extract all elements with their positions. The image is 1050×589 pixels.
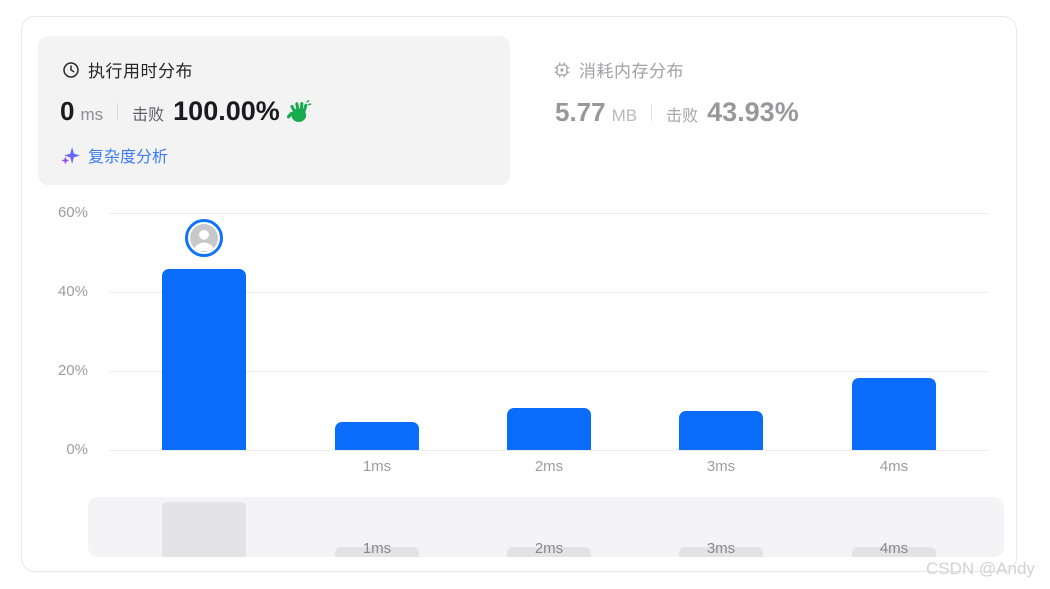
runtime-distribution-card[interactable]: 执行用时分布 0 ms 击败 100.00%	[38, 36, 510, 185]
runtime-beats-label: 击败	[132, 107, 165, 124]
y-axis-tick-label: 0%	[66, 441, 88, 458]
runtime-bar-0ms[interactable]	[162, 269, 246, 450]
memory-card-title: 消耗内存分布	[579, 62, 684, 81]
runtime-stats: 0 ms 击败 100.00%	[60, 96, 312, 127]
mini-bar	[335, 547, 419, 557]
divider	[651, 104, 653, 121]
y-axis-tick-label: 40%	[57, 283, 88, 300]
runtime-bar-2ms[interactable]	[507, 408, 591, 450]
watermark: CSDN @Andy	[926, 559, 1035, 578]
y-axis-tick-label: 60%	[57, 204, 88, 221]
runtime-value: 0	[60, 96, 75, 126]
memory-stats: 5.77 MB 击败 43.93%	[555, 97, 799, 128]
x-axis-tick-label: 3ms	[706, 458, 736, 475]
memory-beats-label: 击败	[666, 108, 699, 125]
runtime-bar-3ms[interactable]	[679, 411, 763, 450]
gridline	[110, 371, 988, 372]
user-avatar-marker	[185, 219, 223, 257]
gridline	[110, 213, 988, 214]
mini-x-label: 4ms	[879, 540, 909, 557]
mini-bar-0ms	[162, 502, 246, 557]
avatar	[190, 224, 218, 252]
runtime-bar-4ms[interactable]	[852, 378, 936, 450]
complexity-analysis-label: 复杂度分析	[88, 149, 169, 166]
x-axis-tick-label: 4ms	[879, 458, 909, 475]
divider	[117, 103, 119, 120]
waving-hand-icon	[286, 99, 312, 124]
x-axis-tick-label: 2ms	[534, 458, 564, 475]
x-axis-tick-label: 1ms	[362, 458, 392, 475]
memory-value: 5.77	[555, 97, 606, 127]
mini-x-label: 3ms	[706, 540, 736, 557]
runtime-unit: ms	[80, 105, 104, 124]
runtime-beats-value: 100.00%	[173, 96, 280, 126]
complexity-analysis-link[interactable]: 复杂度分析	[61, 143, 168, 167]
sparkles-icon	[61, 146, 80, 165]
mini-x-label: 2ms	[534, 540, 564, 557]
runtime-card-header: 执行用时分布	[62, 57, 193, 82]
mini-bar	[679, 547, 763, 557]
gridline	[110, 450, 988, 451]
memory-chip-icon	[553, 61, 571, 79]
mini-bar	[507, 547, 591, 557]
gridline	[110, 292, 988, 293]
runtime-bar-1ms[interactable]	[335, 422, 419, 450]
y-axis-tick-label: 20%	[57, 362, 88, 379]
clock-icon	[62, 61, 80, 79]
memory-beats-value: 43.93%	[707, 97, 799, 127]
memory-unit: MB	[611, 106, 638, 125]
runtime-card-title: 执行用时分布	[88, 62, 193, 81]
inactive-chart-preview: 1ms 2ms 3ms 4ms	[88, 497, 1004, 557]
mini-x-label: 1ms	[362, 540, 392, 557]
mini-bar	[852, 547, 936, 557]
memory-distribution-tab[interactable]: 消耗内存分布	[553, 57, 684, 82]
